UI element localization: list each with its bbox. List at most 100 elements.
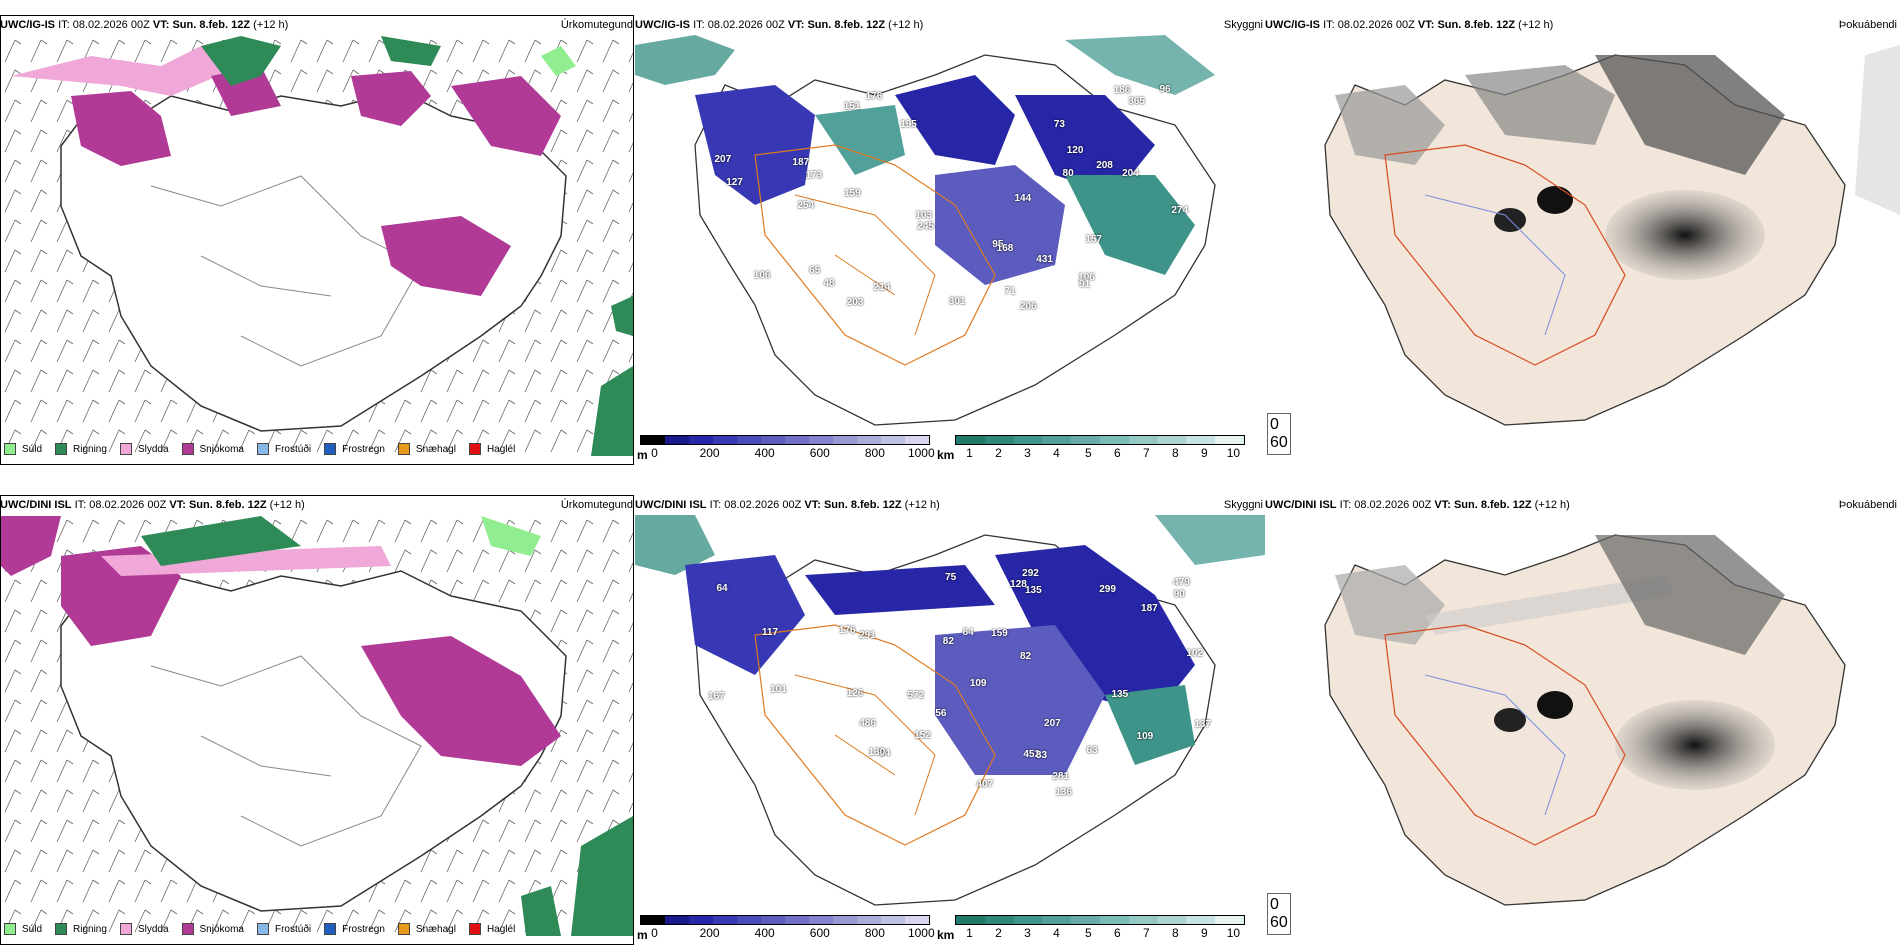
- model-name: UWC/IG-IS: [0, 19, 55, 31]
- colorbar-tick: 600: [809, 446, 830, 460]
- panel-header: UWC/IG-IS IT: 08.02.2026 00Z VT: Sun. 8.…: [0, 18, 635, 36]
- colorbar-tick: 10: [1226, 446, 1241, 460]
- it-label: IT:: [693, 19, 705, 31]
- legend-swatch: [468, 923, 481, 935]
- colorbar-tick: 1000: [907, 446, 935, 460]
- cloud-colorbar-ramp: [640, 435, 930, 445]
- legend-item: Slydda: [119, 923, 169, 935]
- model-name: UWC/IG-IS: [1265, 19, 1320, 31]
- panel-title: Skyggni: [1223, 19, 1263, 31]
- legend-swatch: [119, 443, 132, 455]
- colorbar-tick: 2: [995, 446, 1002, 460]
- colorbar-segment: [905, 436, 929, 444]
- fog-map: [1324, 45, 1900, 426]
- model-name: UWC/IG-IS: [635, 19, 690, 31]
- legend-label: Snæhagl: [415, 923, 456, 935]
- colorbar-segment: [737, 916, 761, 924]
- precip-map: [1, 516, 633, 936]
- panel-title: Úrkomutegund: [560, 499, 633, 511]
- legend-item: Haglél: [468, 923, 516, 935]
- panel-title: Þokuábendi: [1838, 499, 1897, 511]
- legend-label: Slydda: [137, 443, 169, 455]
- colorbar-tick: 600: [809, 926, 830, 940]
- cloud-height-label: 126: [846, 687, 864, 699]
- cloud-height-label: 95: [992, 238, 1004, 250]
- it-value: 08.02.2026 00Z: [1337, 19, 1415, 31]
- legend-item: Frostúði: [256, 443, 311, 455]
- colorbar-segment: [857, 436, 881, 444]
- colorbar-segment: [1071, 916, 1100, 924]
- colorbar-segment: [1215, 916, 1244, 924]
- legend-swatch: [397, 923, 410, 935]
- legend-item: Snjókoma: [181, 923, 244, 935]
- colorbar-segment: [665, 916, 689, 924]
- lead-time: (+12 h): [269, 499, 305, 511]
- colorbar-segment: [1042, 916, 1072, 924]
- panel-title: Skyggni: [1223, 499, 1263, 511]
- model-name: UWC/DINI ISL: [0, 499, 72, 511]
- legend-label: Rigning: [73, 923, 107, 935]
- cloud-height-label: 84: [962, 626, 974, 638]
- cloud-colorbar-ramp: [640, 915, 930, 925]
- colorbar-segment: [641, 436, 665, 444]
- legend-swatch: [4, 923, 16, 935]
- colorbar-segment: [857, 916, 881, 924]
- colorbar-segment: [881, 436, 905, 444]
- vis-unit: km: [937, 928, 955, 942]
- vt-value: Sun. 8.feb. 12Z: [1437, 19, 1516, 31]
- cloud-height-label: 136: [1055, 786, 1072, 798]
- it-label: IT:: [1323, 19, 1335, 31]
- legend-item: Frostregn: [324, 923, 385, 935]
- cloud-height-label: 106: [1078, 272, 1095, 284]
- cloud-height-label: 109: [1136, 730, 1154, 742]
- colorbar-tick: 9: [1201, 446, 1208, 460]
- colorbar-tick: 8: [1172, 926, 1179, 940]
- colorbar-segment: [785, 916, 809, 924]
- cloud-height-label: 206: [1019, 301, 1037, 313]
- model-name: UWC/DINI ISL: [1265, 499, 1337, 511]
- cloud-height-label: 137: [1194, 718, 1211, 730]
- colorbar-segment: [984, 916, 1014, 924]
- colorbar-segment: [1099, 916, 1129, 924]
- panel-header: UWC/DINI ISL IT: 08.02.2026 00Z VT: Sun.…: [1265, 498, 1900, 516]
- panel-header: UWC/IG-IS IT: 08.02.2026 00Z VT: Sun. 8.…: [635, 18, 1265, 36]
- fog-panel-row1: UWC/IG-IS IT: 08.02.2026 00Z VT: Sun. 8.…: [1265, 15, 1900, 465]
- colorbar-segment: [833, 436, 857, 444]
- cloud-height-label: 292: [1022, 567, 1039, 579]
- cloud-height-label: 101: [770, 683, 787, 695]
- legend-swatch: [181, 443, 194, 455]
- cloud-height-label: 96: [1159, 83, 1171, 95]
- legend-label: Snjókoma: [199, 443, 244, 455]
- colorbar-segment: [1013, 436, 1043, 444]
- precip-panel-row2: UWC/DINI ISL IT: 08.02.2026 00Z VT: Sun.…: [0, 495, 635, 945]
- fog-legend-row1: 0 60: [1267, 413, 1291, 455]
- cloud-height-label: 117: [761, 627, 779, 639]
- colorbar-tick: 4: [1053, 926, 1060, 940]
- it-label: IT:: [58, 19, 70, 31]
- panel-header: UWC/IG-IS IT: 08.02.2026 00Z VT: Sun. 8.…: [1265, 18, 1900, 36]
- colorbar-segment: [713, 436, 737, 444]
- legend-swatch: [397, 443, 410, 455]
- legend-label: Haglél: [486, 923, 516, 935]
- cloud-base-colorbar: 0 200 400 600 800 1000 m: [637, 915, 935, 942]
- precip-map-frame: [0, 495, 634, 945]
- legend-swatch: [119, 923, 132, 935]
- cloud-height-label: 128: [1010, 578, 1027, 590]
- cloud-height-label: 479: [1173, 577, 1190, 589]
- cloud-map: [635, 515, 1265, 906]
- vt-label: VT:: [787, 19, 805, 31]
- it-label: IT:: [709, 499, 722, 511]
- cloud-height-label: 56: [935, 708, 947, 720]
- cloud-height-label: 214: [873, 281, 891, 293]
- colorbar-tick: 7: [1143, 446, 1150, 460]
- legend-item: Snæhagl: [397, 443, 456, 455]
- cloud-height-label: 407: [976, 778, 994, 790]
- colorbar-tick: 9: [1201, 926, 1208, 940]
- legend-label: Súld: [22, 443, 43, 455]
- colorbar-tick: 1000: [907, 926, 935, 940]
- vt-value: Sun. 8.feb. 12Z: [1453, 499, 1532, 511]
- cloud-height-labels: 206 151 65 187 208 71 274 159 245 48 106 207 103 95 80…: [635, 35, 1265, 435]
- cloud-panel-row2: UWC/DINI ISL IT: 08.02.2026 00Z VT: Sun.…: [635, 495, 1265, 945]
- fog-legend-label: 0: [1270, 416, 1279, 433]
- fog-legend-row2: 0 60: [1267, 893, 1291, 935]
